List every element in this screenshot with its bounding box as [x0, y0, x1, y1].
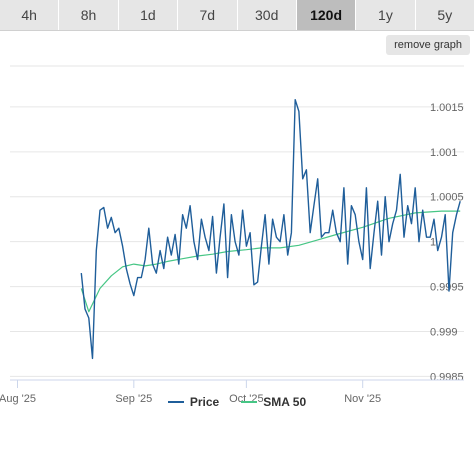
- remove-graph-button[interactable]: remove graph: [386, 35, 470, 55]
- y-tick-label: 1.0005: [430, 192, 464, 204]
- x-tick-label: Sep '25: [115, 393, 152, 405]
- range-tab-5y[interactable]: 5y: [437, 7, 453, 23]
- y-tick-label: 1.0015: [430, 102, 464, 114]
- range-tab-8h[interactable]: 8h: [59, 0, 119, 30]
- x-tick-label: Nov '25: [344, 393, 381, 405]
- range-tabs: 4h 8h 1d 7d 30d 120d 1y 5y: [0, 0, 474, 31]
- price-series-line: [80, 98, 461, 360]
- y-tick-label: 0.9985: [430, 371, 464, 383]
- range-tab-120d[interactable]: 120d: [296, 0, 357, 30]
- range-tab-1d[interactable]: 1d: [119, 0, 179, 30]
- y-tick-label: 1.001: [430, 147, 458, 159]
- legend-swatch-sma: [241, 401, 258, 403]
- range-tab-1y[interactable]: 1y: [356, 0, 416, 30]
- legend-item-sma[interactable]: SMA 50: [241, 395, 306, 409]
- chart-legend: Price SMA 50: [0, 392, 474, 412]
- x-tick-label: Aug '25: [0, 393, 36, 405]
- y-tick-label: 1: [430, 237, 436, 249]
- range-tab-4h[interactable]: 4h: [0, 0, 60, 30]
- range-tab-7d[interactable]: 7d: [178, 0, 238, 30]
- legend-item-price[interactable]: Price: [167, 395, 220, 409]
- legend-label-price: Price: [189, 395, 220, 409]
- y-tick-label: 0.9995: [430, 282, 464, 294]
- legend-label-sma: SMA 50: [263, 395, 307, 409]
- range-tab-30d[interactable]: 30d: [238, 0, 297, 30]
- y-tick-label: 0.999: [430, 326, 458, 338]
- sma-series-line: [80, 210, 461, 313]
- legend-swatch-price: [167, 401, 184, 403]
